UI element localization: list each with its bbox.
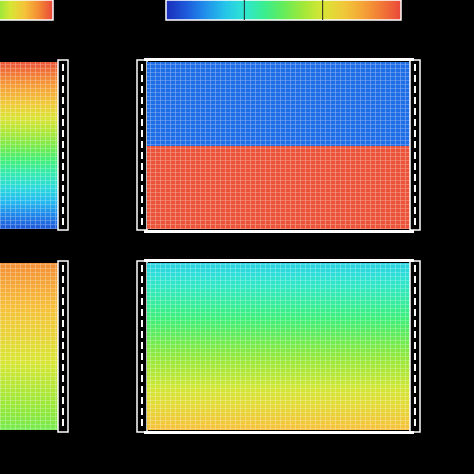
- colorbar-right: [165, 0, 402, 21]
- panel-top-left: [0, 59, 69, 231]
- panel-bottom-left: [0, 260, 69, 433]
- panel-top-right: [136, 58, 421, 233]
- colorbar-left: [0, 0, 54, 21]
- panel-bottom-right: [136, 259, 421, 434]
